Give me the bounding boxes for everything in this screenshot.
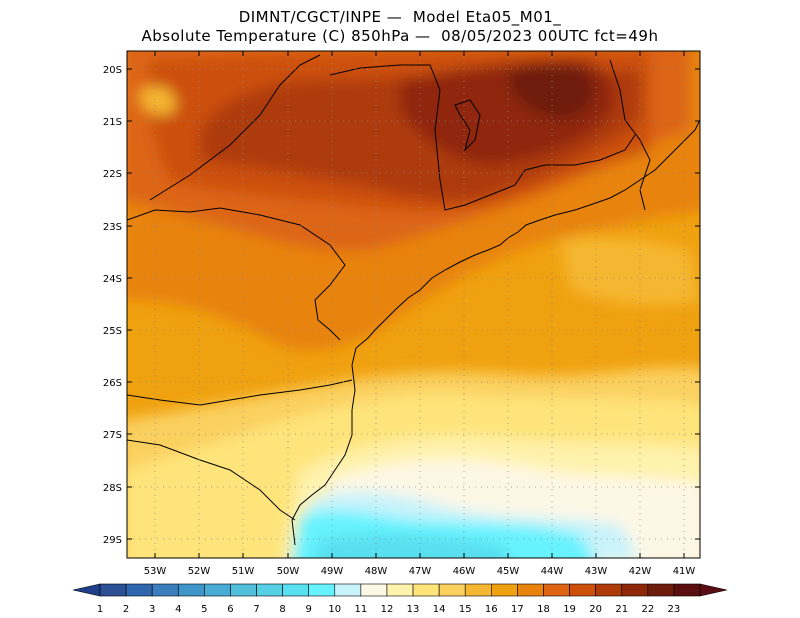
- legend-label: 8: [279, 604, 285, 615]
- lon-label: 48W: [365, 566, 388, 577]
- legend-swatch: [230, 583, 257, 597]
- legend-swatch: [360, 583, 388, 597]
- legend-label: 12: [381, 604, 394, 615]
- field-pocket-2: [560, 238, 700, 306]
- legend-swatch: [204, 583, 231, 597]
- legend-label: 18: [537, 604, 550, 615]
- legend-swatch: [412, 583, 440, 597]
- map-frame: [126, 50, 701, 559]
- legend-label: 1: [97, 604, 103, 615]
- legend-swatch: [177, 583, 205, 597]
- legend-label: 21: [615, 604, 628, 615]
- lat-label: 26S: [103, 378, 122, 389]
- legend-label: 16: [485, 604, 498, 615]
- legend-swatch: [569, 583, 596, 597]
- legend-swatch: [151, 583, 179, 597]
- color-legend: 1 2 3 4 5 6 7 8 9 10 11 12 13 14 15 16 17 18 19 20 21 22 23: [72, 583, 728, 615]
- lat-label: 21S: [103, 117, 122, 128]
- legend-label: 5: [201, 604, 207, 615]
- grid: [127, 51, 700, 558]
- title-line-1: DIMNT/CGCT/INPE — Model Eta05_M01_: [238, 8, 562, 26]
- legend-swatch: [99, 583, 127, 597]
- legend-swatch: [438, 583, 466, 597]
- lon-label: 51W: [232, 566, 255, 577]
- legend-label: 11: [355, 604, 368, 615]
- legend-swatch: [621, 583, 649, 597]
- border-pr-sp: [127, 207, 346, 341]
- legend-swatch: [517, 583, 544, 597]
- legend-label: 20: [589, 604, 602, 615]
- lake-furnas: [454, 99, 481, 152]
- legend-swatch: [543, 583, 570, 597]
- lat-label: 24S: [103, 274, 122, 285]
- lon-label: 46W: [453, 566, 476, 577]
- lon-label: 41W: [673, 566, 696, 577]
- lon-label: 42W: [629, 566, 652, 577]
- lon-label: 49W: [321, 566, 344, 577]
- lat-label: 27S: [103, 430, 122, 441]
- lat-label: 25S: [103, 326, 122, 337]
- legend-swatch: [647, 583, 675, 597]
- temperature-field: [127, 51, 700, 558]
- legend-label: 15: [459, 604, 472, 615]
- lat-label: 20S: [103, 65, 122, 76]
- border-mg-sp: [329, 64, 636, 211]
- lat-label: 29S: [103, 535, 122, 546]
- legend-label: 17: [511, 604, 524, 615]
- axis-ticks: 20S 21S 22S 23S 24S 25S 26S 27S 28S 29S 53W 52W 51W 5…: [103, 51, 700, 577]
- border-ms-sp: [149, 54, 321, 201]
- legend-label: 23: [668, 604, 681, 615]
- lon-label: 53W: [144, 566, 167, 577]
- legend-swatch: [256, 583, 283, 597]
- legend-swatch: [334, 583, 362, 597]
- legend-label: 19: [563, 604, 576, 615]
- field-8: [314, 534, 511, 558]
- lat-label: 28S: [103, 483, 122, 494]
- legend-label: 14: [433, 604, 446, 615]
- legend-label: 9: [306, 604, 312, 615]
- border-sc-rs: [127, 439, 296, 521]
- legend-swatch: [595, 583, 623, 597]
- coastline: [291, 119, 700, 546]
- legend-label: 4: [175, 604, 181, 615]
- legend-label: 2: [123, 604, 129, 615]
- legend-label: 3: [149, 604, 155, 615]
- legend-swatch: [491, 583, 518, 597]
- lon-label: 47W: [409, 566, 432, 577]
- legend-label: 10: [328, 604, 341, 615]
- field-22: [510, 63, 594, 120]
- lon-label: 43W: [585, 566, 608, 577]
- legend-label: 7: [253, 604, 259, 615]
- legend-swatch: [125, 583, 153, 597]
- lon-label: 52W: [188, 566, 211, 577]
- legend-under-arrow: [72, 583, 101, 597]
- legend-swatch: [673, 583, 701, 597]
- lon-label: 50W: [277, 566, 300, 577]
- legend-swatch: [386, 583, 414, 597]
- lon-label: 45W: [497, 566, 520, 577]
- title-line-2: Absolute Temperature (C) 850hPa — 08/05/…: [141, 27, 659, 45]
- legend-over-arrow: [699, 583, 728, 597]
- lat-label: 23S: [103, 222, 122, 233]
- field-pocket: [140, 86, 176, 116]
- legend-label: 6: [227, 604, 233, 615]
- lon-label: 44W: [541, 566, 564, 577]
- lat-label: 22S: [103, 169, 122, 180]
- legend-swatch: [282, 583, 309, 597]
- legend-label: 22: [641, 604, 654, 615]
- border-pr-sc: [127, 379, 353, 406]
- legend-swatch: [464, 583, 492, 597]
- legend-swatch: [308, 583, 336, 597]
- legend-label: 13: [407, 604, 420, 615]
